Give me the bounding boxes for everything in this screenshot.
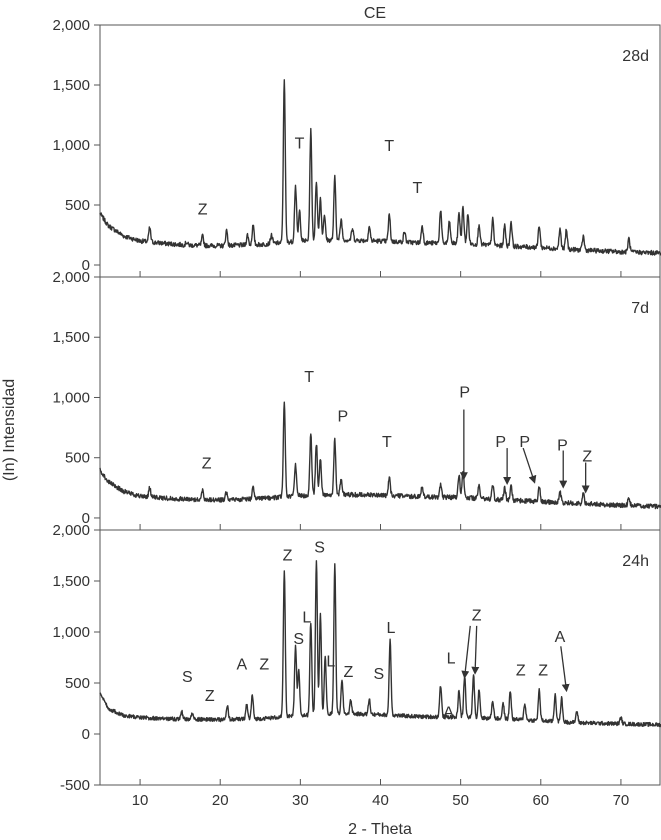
panel-tag-24h: 24h <box>622 553 649 570</box>
peak-label: Z <box>516 663 526 680</box>
panel-28d: 0 500 1,000 1,500 2,000 Z T T T 28d <box>52 17 661 278</box>
peak-label: Z <box>202 456 212 473</box>
peak-label: L <box>386 620 395 637</box>
peak-label: Z <box>472 608 482 625</box>
y-axis-title: (In) Intensidad <box>1 379 18 481</box>
x-tick-label: 40 <box>372 792 389 809</box>
x-tick-label: 50 <box>452 792 469 809</box>
peak-label: A <box>237 657 248 674</box>
y-tick-label: 500 <box>65 197 90 214</box>
xrd-series-24h <box>99 560 661 728</box>
y-tick-label: 2,000 <box>52 17 90 34</box>
peak-arrow <box>471 625 480 675</box>
peak-label: T <box>384 138 394 155</box>
y-tick-label: 500 <box>65 450 90 467</box>
xrd-series-28d <box>99 79 661 256</box>
peak-label: A <box>555 629 566 646</box>
peak-label: Z <box>205 688 215 705</box>
chart-title: CE <box>364 5 386 22</box>
peak-arrow <box>522 447 537 484</box>
peak-label: P <box>519 434 530 451</box>
y-tick-label: 1,500 <box>52 77 90 94</box>
panel-tag-28d: 28d <box>622 48 649 65</box>
panel-tag-7d: 7d <box>631 300 649 317</box>
peak-label: Z <box>582 448 592 465</box>
peak-label: A <box>443 705 454 722</box>
peak-label: S <box>182 669 193 686</box>
x-axis-title: 2 - Theta <box>348 821 412 838</box>
x-tick-label: 30 <box>292 792 309 809</box>
peak-label: Z <box>344 664 354 681</box>
peak-label: S <box>374 666 385 683</box>
peak-label: P <box>337 409 348 426</box>
peak-label: L <box>326 654 335 671</box>
x-tick-label: 70 <box>613 792 630 809</box>
peak-arrow <box>560 646 570 693</box>
x-tick-label: 10 <box>132 792 149 809</box>
y-tick-label: 2,000 <box>52 522 90 539</box>
peak-label: P <box>495 434 506 451</box>
peak-label: Z <box>259 657 269 674</box>
xrd-series-7d <box>99 401 661 510</box>
peak-label: P <box>459 384 470 401</box>
peak-label: Z <box>198 202 208 219</box>
x-tick-label: 20 <box>212 792 229 809</box>
y-tick-label: 1,000 <box>52 389 90 406</box>
y-tick-label: 0 <box>82 510 90 527</box>
y-tick-label: 0 <box>82 726 90 743</box>
peak-label: Z <box>538 663 548 680</box>
y-tick-label: 0 <box>82 257 90 274</box>
y-tick-label: 1,000 <box>52 624 90 641</box>
peak-label: S <box>314 539 325 556</box>
peak-label: T <box>412 180 422 197</box>
y-tick-label: 2,000 <box>52 269 90 286</box>
panel-frame <box>99 529 661 786</box>
y-tick-label: 1,500 <box>52 329 90 346</box>
peak-arrow <box>461 625 471 679</box>
peak-label: L <box>447 651 456 668</box>
y-tick-label: -500 <box>60 777 90 794</box>
peak-label: T <box>304 369 314 386</box>
peak-label: T <box>382 434 392 451</box>
peak-label: T <box>295 136 305 153</box>
panel-frame <box>99 276 661 531</box>
peak-label: Z <box>283 547 293 564</box>
y-tick-label: 1,000 <box>52 137 90 154</box>
peak-label: S <box>293 631 304 648</box>
peak-label: L <box>302 610 311 627</box>
x-tick-label: 60 <box>532 792 549 809</box>
y-tick-label: 1,500 <box>52 573 90 590</box>
y-tick-label: 500 <box>65 675 90 692</box>
peak-label: P <box>557 437 568 454</box>
